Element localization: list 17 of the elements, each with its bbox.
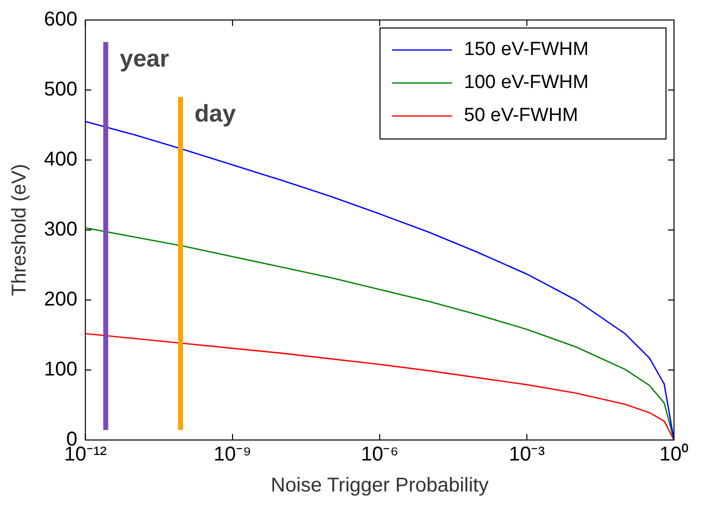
- x-tick-label: 10⁻³: [508, 444, 546, 466]
- legend-label: 50 eV-FWHM: [464, 105, 578, 126]
- y-tick-label: 300: [44, 218, 78, 241]
- x-tick-label: 10⁰: [659, 442, 689, 466]
- y-tick-label: 400: [44, 148, 78, 171]
- y-tick-label: 200: [44, 288, 78, 311]
- legend-label: 100 eV-FWHM: [464, 72, 589, 94]
- y-tick-label: 500: [44, 78, 78, 101]
- x-tick-label: 10⁻⁹: [214, 444, 252, 466]
- x-tick-label: 10⁻⁶: [360, 444, 398, 466]
- x-axis-title: Noise Trigger Probability: [270, 474, 489, 497]
- y-axis-title: Threshold (eV): [8, 164, 31, 296]
- ref-line-label: year: [120, 46, 170, 73]
- ref-line-label: day: [194, 100, 237, 128]
- y-tick-label: 100: [44, 358, 78, 381]
- legend-label: 150 eV-FWHM: [464, 39, 589, 60]
- y-tick-label: 600: [44, 8, 78, 31]
